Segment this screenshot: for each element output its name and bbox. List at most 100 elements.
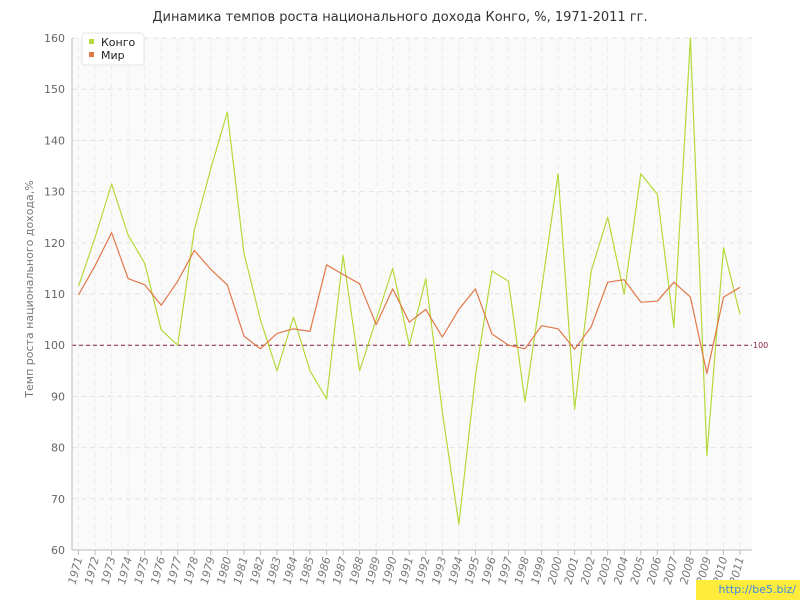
data-point-world bbox=[640, 301, 642, 303]
data-point-world bbox=[540, 325, 542, 327]
data-point-world bbox=[292, 328, 294, 330]
data-point-congo bbox=[94, 236, 96, 238]
data-point-world bbox=[94, 265, 96, 267]
data-point-world bbox=[739, 286, 741, 288]
y-tick-label: 60 bbox=[51, 544, 65, 557]
y-axis-title: Темп роста национального дохода,% bbox=[23, 180, 36, 398]
data-point-congo bbox=[507, 280, 509, 282]
data-point-congo bbox=[458, 523, 460, 525]
data-point-world bbox=[474, 288, 476, 290]
data-point-congo bbox=[309, 370, 311, 372]
data-point-congo bbox=[358, 370, 360, 372]
data-point-congo bbox=[243, 252, 245, 254]
data-point-world bbox=[226, 284, 228, 286]
data-point-world bbox=[607, 281, 609, 283]
data-point-congo bbox=[739, 313, 741, 315]
data-point-congo bbox=[292, 316, 294, 318]
data-point-world bbox=[177, 280, 179, 282]
data-point-congo bbox=[722, 247, 724, 249]
y-tick-label: 70 bbox=[51, 493, 65, 506]
series-line-congo bbox=[77, 37, 741, 526]
data-point-congo bbox=[408, 344, 410, 346]
data-point-congo bbox=[474, 375, 476, 377]
x-axis-ticks: 1971197219731974197519761977197819791980… bbox=[66, 550, 747, 586]
data-point-congo bbox=[143, 262, 145, 264]
data-point-world bbox=[656, 300, 658, 302]
data-point-congo bbox=[557, 172, 559, 174]
y-tick-label: 100 bbox=[44, 339, 65, 352]
data-point-world bbox=[590, 326, 592, 328]
data-point-congo bbox=[325, 398, 327, 400]
data-point-congo bbox=[607, 216, 609, 218]
legend-label-world: Мир bbox=[101, 49, 125, 62]
watermark-link[interactable]: http://be5.biz/ bbox=[696, 580, 800, 600]
data-point-world bbox=[524, 348, 526, 350]
data-point-congo bbox=[590, 270, 592, 272]
data-point-world bbox=[325, 264, 327, 266]
data-point-world bbox=[77, 294, 79, 296]
data-point-congo bbox=[706, 454, 708, 456]
data-point-world bbox=[210, 268, 212, 270]
legend-label-congo: Конго bbox=[101, 36, 136, 49]
reference-line-group: 100 bbox=[72, 341, 768, 350]
data-point-world bbox=[458, 308, 460, 310]
y-tick-label: 90 bbox=[51, 390, 65, 403]
data-point-world bbox=[557, 328, 559, 330]
data-point-world bbox=[689, 296, 691, 298]
data-point-congo bbox=[193, 229, 195, 231]
y-tick-label: 130 bbox=[44, 186, 65, 199]
data-point-congo bbox=[640, 172, 642, 174]
legend-box bbox=[81, 32, 145, 66]
data-point-world bbox=[507, 344, 509, 346]
y-tick-label: 150 bbox=[44, 83, 65, 96]
data-point-congo bbox=[259, 318, 261, 320]
data-point-congo bbox=[342, 254, 344, 256]
data-point-world bbox=[259, 348, 261, 350]
data-point-world bbox=[408, 321, 410, 323]
y-tick-label: 140 bbox=[44, 134, 65, 147]
data-point-world bbox=[706, 372, 708, 374]
legend-swatch-world bbox=[89, 52, 94, 57]
data-point-world bbox=[722, 296, 724, 298]
data-point-congo bbox=[392, 267, 394, 269]
data-point-congo bbox=[441, 411, 443, 413]
data-point-world bbox=[110, 231, 112, 233]
y-tick-label: 160 bbox=[44, 32, 65, 45]
data-point-congo bbox=[276, 370, 278, 372]
y-tick-label: 120 bbox=[44, 237, 65, 250]
data-point-world bbox=[425, 308, 427, 310]
data-point-world bbox=[243, 335, 245, 337]
data-point-congo bbox=[425, 277, 427, 279]
data-point-world bbox=[392, 288, 394, 290]
data-point-congo bbox=[540, 288, 542, 290]
data-point-congo bbox=[689, 37, 691, 39]
series-line-world bbox=[77, 232, 741, 374]
data-point-world bbox=[441, 336, 443, 338]
data-point-world bbox=[342, 273, 344, 275]
data-point-world bbox=[309, 330, 311, 332]
chart-title: Динамика темпов роста национального дохо… bbox=[152, 10, 648, 25]
axes bbox=[71, 38, 752, 551]
data-point-congo bbox=[573, 408, 575, 410]
data-point-world bbox=[193, 249, 195, 251]
y-tick-label: 80 bbox=[51, 442, 65, 455]
data-point-congo bbox=[623, 293, 625, 295]
data-point-congo bbox=[226, 111, 228, 113]
data-point-world bbox=[276, 332, 278, 334]
data-point-congo bbox=[210, 167, 212, 169]
data-point-world bbox=[623, 278, 625, 280]
data-point-world bbox=[491, 333, 493, 335]
data-point-congo bbox=[656, 193, 658, 195]
data-point-congo bbox=[524, 400, 526, 402]
data-point-congo bbox=[491, 270, 493, 272]
data-point-world bbox=[375, 324, 377, 326]
data-point-congo bbox=[127, 234, 129, 236]
data-point-world bbox=[358, 283, 360, 285]
data-point-world bbox=[573, 348, 575, 350]
data-point-congo bbox=[177, 344, 179, 346]
data-point-world bbox=[143, 284, 145, 286]
legend-swatch-congo bbox=[89, 39, 94, 44]
y-axis-ticks: 60 70 80 90 100 110 120 130 140 150 160 bbox=[44, 32, 65, 557]
data-point-congo bbox=[77, 285, 79, 287]
